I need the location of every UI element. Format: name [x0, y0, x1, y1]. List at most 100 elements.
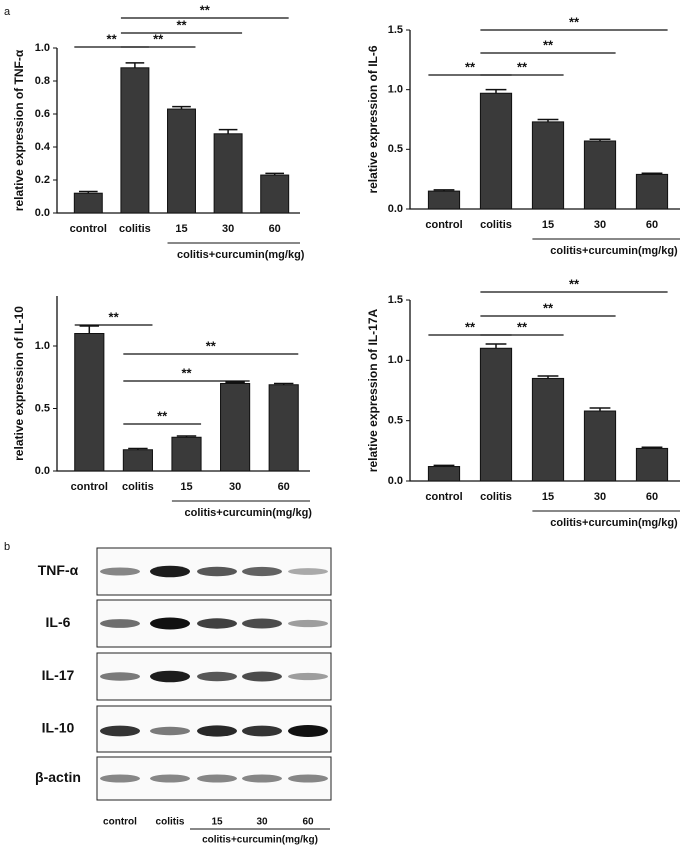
- significance-label: **: [465, 319, 476, 334]
- x-tick-label: 60: [646, 219, 658, 231]
- y-tick-label: 0.0: [35, 207, 50, 219]
- blot-row-label: β-actin: [35, 769, 81, 785]
- bar: [479, 347, 513, 482]
- blot-band: [288, 619, 328, 628]
- x-tick-label: colitis: [480, 219, 512, 231]
- y-tick-label: 0.5: [388, 143, 403, 155]
- error-bar: [537, 118, 559, 122]
- y-tick-label: 0.0: [388, 475, 403, 487]
- blot-band: [150, 726, 190, 736]
- error-bar: [176, 435, 197, 438]
- blot-band: [100, 774, 140, 783]
- error-bar: [79, 325, 100, 334]
- blot-row-label: IL-6: [46, 614, 71, 630]
- bar: [583, 140, 617, 210]
- y-axis-title: relative expression of IL-6: [366, 45, 380, 193]
- error-bar: [225, 381, 245, 384]
- significance-label: **: [569, 276, 580, 291]
- bar: [122, 449, 153, 472]
- blot-band: [242, 725, 282, 737]
- bar: [74, 333, 105, 472]
- y-tick-label: 0.5: [35, 402, 50, 414]
- group-label: colitis+curcumin(mg/kg): [550, 245, 678, 257]
- x-tick-label: 30: [222, 223, 234, 235]
- significance-label: **: [543, 300, 554, 315]
- error-bar: [641, 172, 663, 175]
- bar: [635, 173, 669, 210]
- bar: [220, 383, 251, 472]
- bar: [427, 190, 461, 210]
- bar: [120, 67, 150, 214]
- x-tick-label: control: [425, 491, 462, 503]
- blot-row-label: IL-10: [42, 720, 75, 736]
- bar: [171, 436, 202, 472]
- bar: [213, 133, 243, 214]
- bar: [167, 108, 196, 214]
- error-bar: [589, 407, 611, 412]
- blot-band: [100, 619, 140, 628]
- x-tick-label: 60: [269, 223, 281, 235]
- blot-lane-label: colitis: [156, 817, 185, 828]
- blot-lane-label: 15: [211, 817, 223, 828]
- y-tick-label: 1.0: [388, 354, 403, 366]
- y-tick-label: 1.5: [388, 294, 403, 306]
- x-tick-label: control: [71, 481, 108, 493]
- blot-lane-label: 60: [302, 817, 314, 828]
- blot-band: [197, 566, 237, 577]
- blot-row-label: TNF-α: [38, 562, 79, 578]
- y-axis-title: relative expression of TNF-α: [12, 49, 26, 211]
- y-tick-label: 0.0: [35, 465, 50, 477]
- significance-label: **: [200, 2, 211, 17]
- x-tick-label: 15: [542, 491, 554, 503]
- error-bar: [265, 172, 285, 176]
- x-tick-label: 30: [594, 219, 606, 231]
- panel-label: b: [4, 541, 10, 553]
- significance-label: **: [569, 14, 580, 29]
- bar: [583, 410, 617, 482]
- x-tick-label: 60: [278, 481, 290, 493]
- blot-band: [100, 567, 140, 576]
- x-tick-label: control: [70, 223, 107, 235]
- y-axis-title: relative expression of IL-17A: [366, 308, 380, 472]
- bar: [268, 384, 299, 472]
- y-tick-label: 0.5: [388, 415, 403, 427]
- bar: [635, 447, 669, 482]
- x-tick-label: 15: [175, 223, 187, 235]
- blot-band: [197, 671, 237, 682]
- bar: [531, 121, 565, 210]
- blot-band: [242, 774, 282, 783]
- y-tick-label: 0.0: [388, 203, 403, 215]
- error-bar: [589, 138, 611, 141]
- error-bar: [218, 128, 238, 134]
- error-bar: [433, 464, 455, 467]
- y-tick-label: 0.4: [35, 141, 51, 153]
- error-bar: [273, 382, 294, 385]
- y-tick-label: 0.8: [35, 75, 50, 87]
- bar: [427, 466, 461, 482]
- blot-band: [150, 670, 190, 683]
- error-bar: [125, 62, 145, 68]
- error-bar: [485, 88, 507, 94]
- error-bar: [172, 105, 191, 110]
- y-tick-label: 1.0: [388, 84, 403, 96]
- blot-group-label: colitis+curcumin(mg/kg): [202, 835, 318, 846]
- blot-band: [288, 774, 328, 783]
- blot-band: [197, 618, 237, 629]
- x-tick-label: 30: [594, 491, 606, 503]
- y-tick-label: 1.0: [35, 340, 50, 352]
- blot-lane-label: 30: [256, 817, 268, 828]
- error-bar: [641, 446, 663, 449]
- bar: [479, 92, 513, 210]
- significance-label: **: [107, 31, 118, 46]
- significance-label: **: [181, 365, 192, 380]
- x-tick-label: colitis: [122, 481, 154, 493]
- panel-label: a: [4, 6, 11, 18]
- x-tick-label: 15: [542, 219, 554, 231]
- error-bar: [537, 375, 559, 379]
- blot-band: [242, 671, 282, 682]
- blot-band: [288, 672, 328, 681]
- error-bar: [128, 447, 148, 450]
- blot-band: [242, 618, 282, 629]
- blot-band: [150, 617, 190, 630]
